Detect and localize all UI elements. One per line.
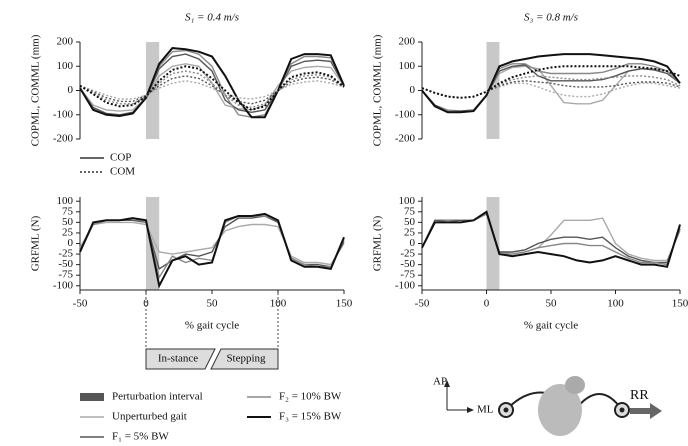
- series-line: [421, 53, 681, 114]
- series-line: [79, 53, 345, 116]
- series-line: [79, 63, 345, 112]
- legend-label: Perturbation interval: [112, 391, 203, 403]
- legend-label: F₂ = 10% BW: [279, 391, 342, 403]
- y-tick-label: -200: [53, 133, 74, 145]
- y-axis-label: COPML, COMML (mm): [372, 34, 384, 146]
- y-axis-label: GRFML (N): [30, 215, 42, 271]
- x-axis-label: % gait cycle: [524, 320, 578, 332]
- y-tick-label: 100: [399, 60, 416, 72]
- chart-title: S₃ = 0.8 m/s: [524, 12, 578, 24]
- y-tick-label: 0: [410, 237, 416, 249]
- phase-label: Stepping: [226, 353, 266, 365]
- perturbation-interval: [486, 197, 500, 290]
- y-tick-label: 100: [57, 195, 74, 207]
- y-tick-label: 75: [404, 205, 416, 217]
- y-tick-label: -200: [395, 133, 416, 145]
- y-tick-label: -50: [58, 258, 73, 270]
- legend-label: COM: [110, 166, 135, 178]
- y-tick-label: -75: [400, 269, 415, 281]
- series-line: [421, 63, 681, 114]
- x-tick-label: 50: [546, 298, 558, 310]
- x-tick-label: 50: [207, 298, 219, 310]
- y-tick-label: 200: [57, 36, 74, 48]
- perturbation-interval: [486, 42, 500, 139]
- y-tick-label: 0: [410, 84, 416, 96]
- diagram-label: ML: [477, 404, 494, 416]
- y-tick-label: -100: [395, 279, 416, 291]
- legend-label: Unperturbed gait: [112, 411, 187, 423]
- y-tick-label: -100: [395, 108, 416, 120]
- diagram-label: RR: [630, 388, 649, 403]
- legend-label: F₃ = 15% BW: [279, 411, 342, 423]
- series-line: [79, 70, 345, 109]
- y-tick-label: 50: [404, 216, 416, 228]
- series-line: [79, 65, 345, 111]
- phase-box: [145, 348, 216, 370]
- legend-swatch: [80, 393, 104, 401]
- y-tick-label: -25: [58, 248, 73, 260]
- x-tick-label: 150: [672, 298, 688, 310]
- series-line: [421, 80, 681, 99]
- series-line: [421, 212, 681, 264]
- series-line: [79, 47, 345, 119]
- y-tick-label: 75: [62, 205, 74, 217]
- y-axis-label: COPML, COMML (mm): [30, 34, 42, 146]
- x-tick-label: 0: [143, 298, 149, 310]
- x-tick-label: 0: [484, 298, 490, 310]
- y-tick-label: -75: [58, 269, 73, 281]
- x-tick-label: -50: [73, 298, 88, 310]
- y-tick-label: -100: [53, 279, 74, 291]
- y-tick-label: -25: [400, 248, 415, 260]
- legend-label: F₁ = 5% BW: [112, 431, 169, 443]
- y-tick-label: 50: [62, 216, 74, 228]
- series-line: [79, 221, 345, 266]
- x-tick-label: -50: [415, 298, 430, 310]
- x-tick-label: 100: [607, 298, 624, 310]
- series-line: [79, 212, 345, 289]
- y-tick-label: -50: [400, 258, 415, 270]
- y-axis-label: GRFML (N): [372, 215, 384, 271]
- y-tick-label: 25: [404, 226, 416, 238]
- x-tick-label: 150: [336, 298, 353, 310]
- y-tick-label: 200: [399, 36, 416, 48]
- x-axis-label: % gait cycle: [185, 320, 239, 332]
- diagram: [444, 376, 662, 436]
- phase-box: [210, 348, 279, 370]
- legend-label: COP: [110, 152, 131, 164]
- series-line: [421, 65, 681, 99]
- y-tick-label: 0: [68, 237, 74, 249]
- series-line: [421, 64, 681, 112]
- chart-title: S₁ = 0.4 m/s: [185, 12, 239, 24]
- diagram-label: AP: [433, 376, 447, 388]
- y-tick-label: 100: [57, 60, 74, 72]
- y-tick-label: 100: [399, 195, 416, 207]
- y-tick-label: -100: [53, 108, 74, 120]
- y-tick-label: 0: [68, 84, 74, 96]
- series-line: [421, 210, 681, 268]
- phase-label: In-stance: [158, 353, 198, 365]
- x-tick-label: 100: [270, 298, 287, 310]
- y-tick-label: 25: [62, 226, 74, 238]
